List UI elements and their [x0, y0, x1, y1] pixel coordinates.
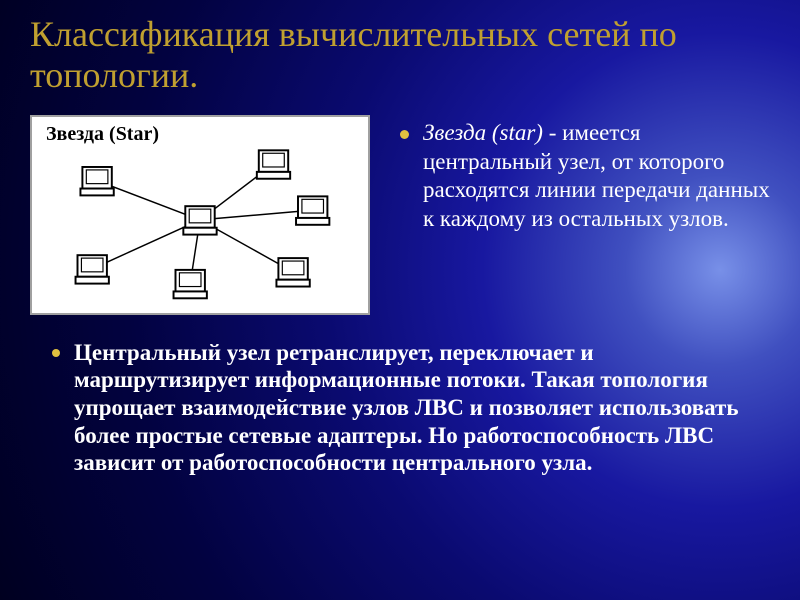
- star-diagram-svg: [32, 117, 368, 313]
- content-row: Звезда (Star) Звезда (star) - имеется це…: [0, 107, 800, 315]
- star-diagram: Звезда (Star): [30, 115, 370, 315]
- bullet-icon: [52, 349, 60, 357]
- bullet-icon: [400, 130, 409, 139]
- slide-title: Классификация вычислительных сетей по то…: [0, 0, 800, 107]
- right-bullet-block: Звезда (star) - имеется центральный узел…: [370, 115, 770, 315]
- bottom-bullet-block: Центральный узел ретранслирует, переключ…: [0, 315, 800, 477]
- term-italic: Звезда (star): [423, 120, 543, 145]
- right-bullet-text: Звезда (star) - имеется центральный узел…: [423, 119, 770, 234]
- bottom-bullet-text: Центральный узел ретранслирует, переключ…: [74, 339, 764, 477]
